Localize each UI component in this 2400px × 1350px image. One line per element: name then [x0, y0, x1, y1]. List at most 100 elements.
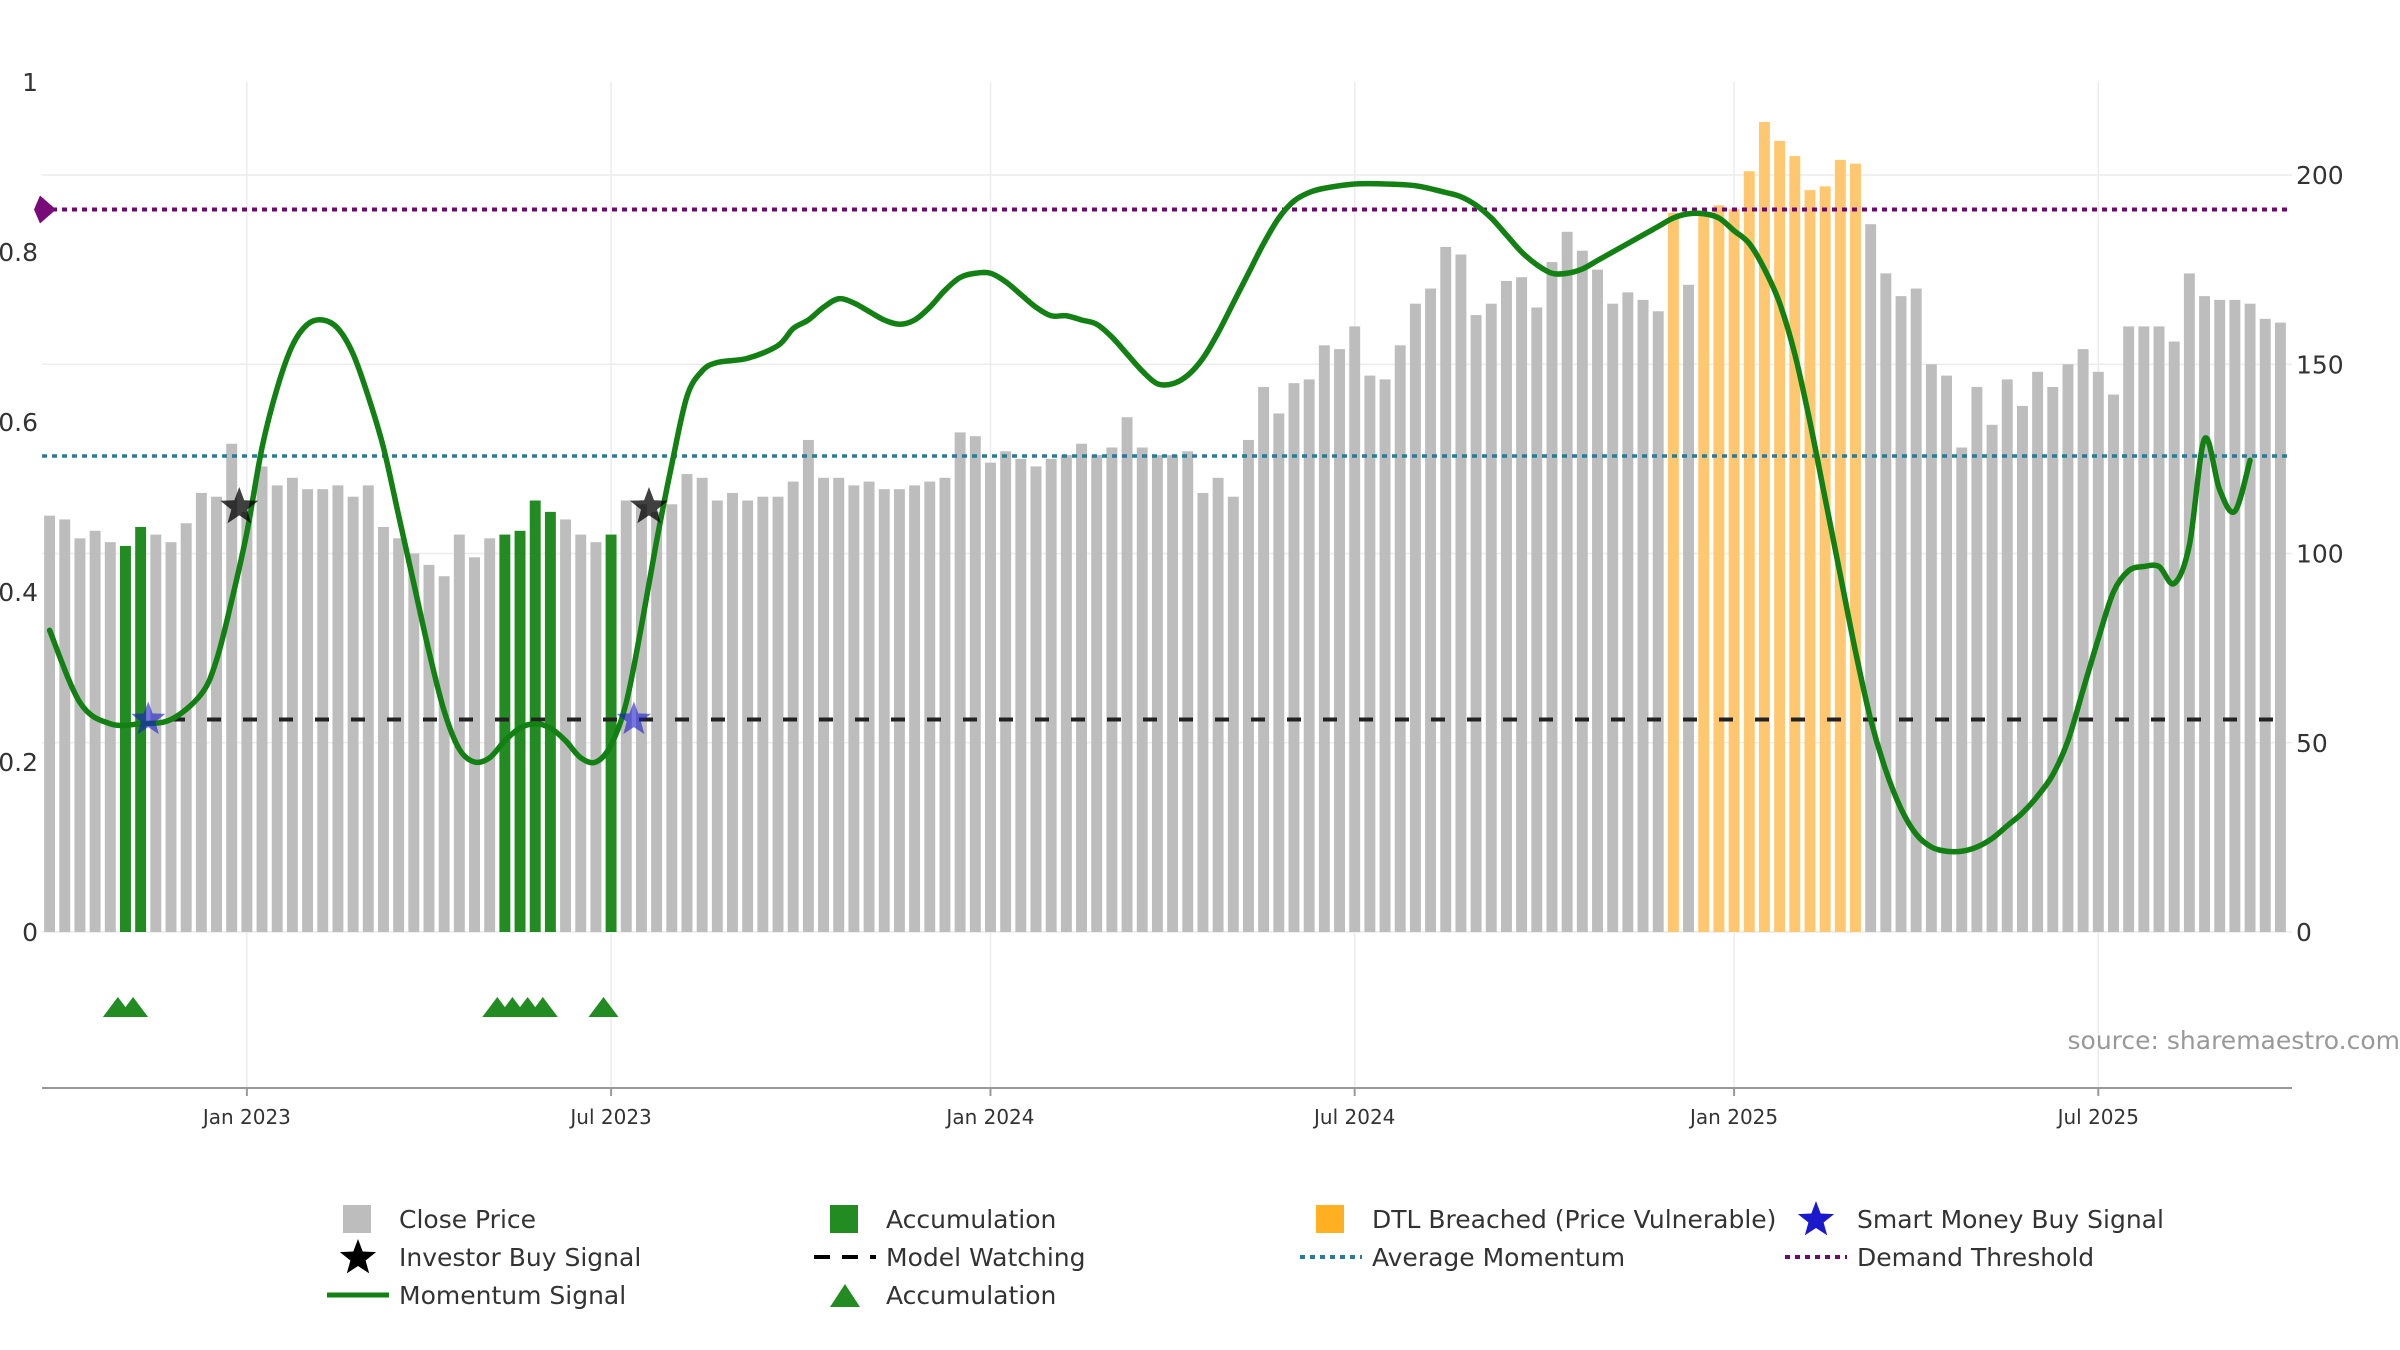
dtl-breached-bar	[1743, 171, 1755, 933]
close-price-bar	[681, 474, 693, 932]
close-price-bar	[1000, 451, 1012, 932]
close-price-bar	[150, 534, 162, 932]
close-price-bar	[1243, 439, 1254, 932]
close-price-bar	[1561, 231, 1573, 932]
close-price-bar	[560, 519, 572, 932]
legend-label: Average Momentum	[1372, 1242, 1626, 1272]
accumulation-bar	[544, 511, 556, 932]
legend-swatch-teal-dot	[1298, 1238, 1364, 1276]
close-price-bar	[1637, 299, 1649, 932]
close-price-bar	[696, 477, 708, 932]
close-price-bar	[985, 462, 996, 932]
close-price-bar	[302, 489, 314, 932]
legend-swatch-green-line	[325, 1276, 391, 1314]
close-price-bar	[1910, 288, 1922, 932]
close-price-bar	[954, 432, 966, 932]
close-price-bar	[893, 489, 905, 932]
legend-label: Accumulation	[886, 1280, 1057, 1310]
close-price-bar	[924, 481, 936, 932]
close-price-bar	[1318, 345, 1330, 932]
close-price-bar	[1607, 303, 1619, 932]
close-price-bar	[408, 553, 420, 932]
investor-buy-signal	[630, 487, 668, 524]
accumulation-bar	[605, 534, 617, 932]
close-price-bar	[833, 477, 845, 932]
close-price-bar	[727, 492, 738, 932]
close-price-bar	[271, 485, 283, 932]
x-tick-label: Jul 2025	[2056, 1105, 2139, 1129]
dtl-breached-bar	[1758, 122, 1770, 932]
chart-legend: Close Price Accumulation DTL Breached (Pri…	[0, 1200, 2400, 1330]
close-price-bar	[1030, 466, 1042, 932]
dtl-breached-bar	[1850, 163, 1861, 932]
momentum-signal-layer	[46, 180, 2253, 855]
legend-swatch-green-triangle	[812, 1276, 878, 1314]
close-price-bar	[2077, 349, 2089, 932]
close-price-bar	[332, 485, 344, 932]
dtl-breached-bar	[1789, 156, 1801, 932]
close-price-bar	[1212, 477, 1224, 932]
close-price-bar	[969, 436, 981, 932]
left-axis-tick-label: 1	[22, 68, 38, 97]
close-price-bar	[1440, 246, 1452, 933]
close-price-bar	[1258, 386, 1270, 933]
close-price-bar	[1865, 224, 1877, 932]
x-tick-label: Jan 2024	[944, 1105, 1034, 1129]
dtl-breached-bar	[1713, 205, 1725, 932]
close-price-bar	[1167, 455, 1179, 932]
close-price-bar	[575, 534, 587, 932]
close-price-bar	[1971, 386, 1983, 933]
close-price-bar	[2062, 364, 2074, 932]
close-price-bar	[909, 485, 921, 932]
close-price-bar	[286, 477, 298, 932]
legend-swatch-blue-star	[1783, 1200, 1849, 1238]
close-price-bar	[1060, 455, 1072, 932]
smart-money-buy-signal	[616, 701, 651, 735]
legend-item: Investor Buy Signal	[325, 1238, 641, 1276]
close-price-bar	[878, 489, 890, 932]
close-price-bar	[1076, 443, 1087, 932]
close-price-bar	[1652, 311, 1664, 932]
close-price-bar	[848, 485, 860, 932]
dtl-breached-bar	[1667, 212, 1679, 933]
close-price-bar	[1091, 455, 1103, 932]
close-price-bar	[939, 477, 951, 932]
x-tick-label: Jul 2023	[568, 1105, 651, 1129]
close-price-bar	[211, 496, 222, 932]
close-price-bar	[256, 466, 268, 932]
close-price-bar	[1485, 303, 1497, 932]
legend-item: DTL Breached (Price Vulnerable)	[1298, 1200, 1776, 1238]
dtl-breached-bar	[1728, 209, 1740, 932]
accumulation-marker	[527, 997, 558, 1017]
close-price-bar	[1106, 447, 1118, 932]
close-price-bar	[44, 515, 56, 932]
legend-swatch-purple-dot	[1783, 1238, 1849, 1276]
legend-swatch-black-star	[325, 1238, 391, 1276]
close-price-bar	[1288, 383, 1300, 932]
x-tick-label: Jul 2024	[1312, 1105, 1395, 1129]
close-price-bar	[1925, 364, 1937, 932]
legend-swatch-black-dash	[812, 1238, 878, 1276]
close-price-bar	[423, 564, 435, 932]
close-price-bar	[1683, 284, 1695, 932]
accumulation-bar	[514, 530, 526, 932]
legend-item: Close Price	[325, 1200, 536, 1238]
close-price-bar	[362, 485, 374, 932]
close-price-bar	[1015, 458, 1027, 932]
close-price-bar	[2183, 273, 2195, 932]
close-price-bar	[1364, 375, 1376, 933]
legend-label: Demand Threshold	[1857, 1242, 2095, 1272]
close-price-bar	[2214, 299, 2226, 932]
close-price-bar	[2001, 379, 2013, 932]
x-tick-label: Jan 2023	[201, 1105, 291, 1129]
close-price-bar	[1895, 296, 1907, 932]
close-price-bar	[1227, 496, 1239, 932]
close-price-bar	[1045, 458, 1057, 932]
close-price-bar	[1349, 326, 1361, 932]
price-bars	[44, 122, 2286, 933]
dtl-breached-bar	[1774, 140, 1786, 932]
legend-item: Accumulation	[812, 1276, 1056, 1314]
close-price-bar	[1425, 288, 1437, 932]
close-price-bar	[1576, 250, 1588, 932]
